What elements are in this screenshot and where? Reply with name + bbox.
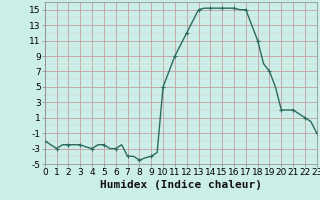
X-axis label: Humidex (Indice chaleur): Humidex (Indice chaleur) — [100, 180, 262, 190]
